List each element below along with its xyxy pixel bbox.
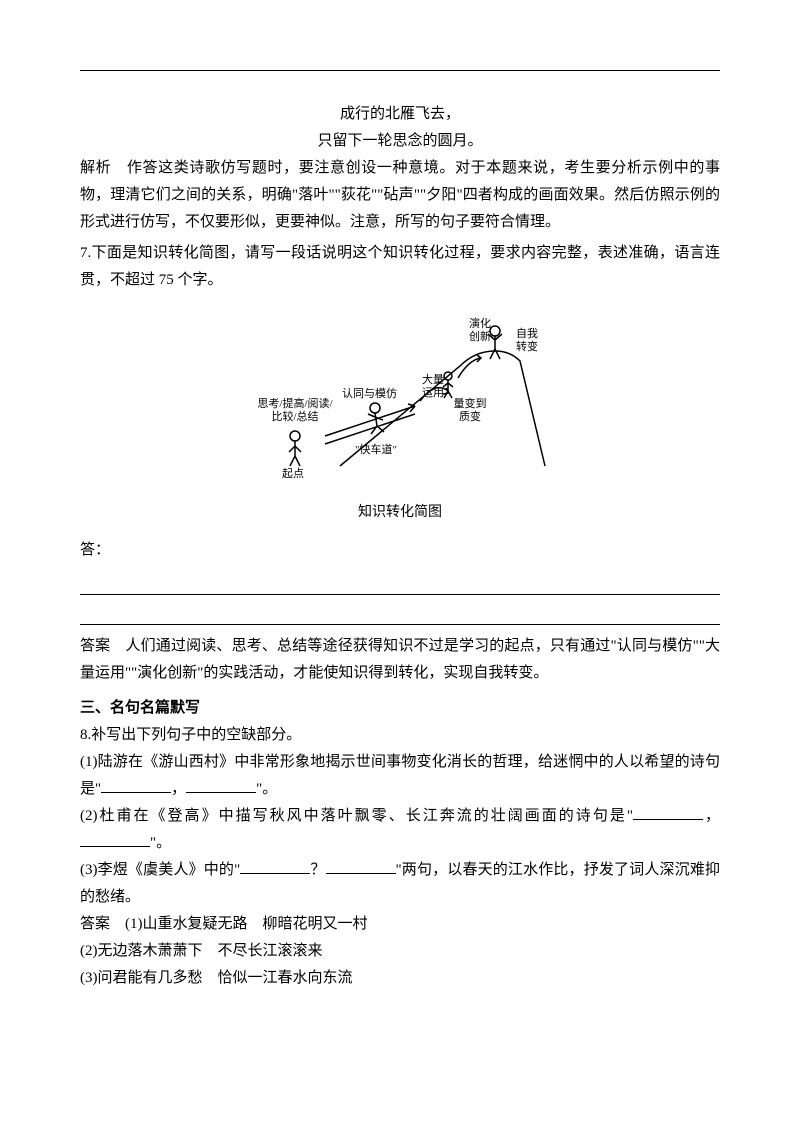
- q7-answer-text: 人们通过阅读、思考、总结等途径获得知识不过是学习的起点，只有通过"认同与模仿""…: [80, 638, 720, 681]
- label-change: 量变到 质变: [450, 398, 490, 424]
- label-think: 思考/提高/阅读/ 比较/总结: [255, 398, 335, 424]
- label-massive: 大量 运用: [418, 374, 448, 400]
- q8-2-pre: (2)杜甫在《登高》中描写秋风中落叶飘零、长江奔流的壮阔画面的诗句是": [80, 808, 633, 824]
- blank-field[interactable]: [186, 777, 256, 794]
- section-3-title: 三、名句名篇默写: [80, 695, 720, 722]
- label-fastlane: "快车道": [355, 444, 397, 457]
- blank-field[interactable]: [633, 804, 703, 821]
- q8-1-sep: ，: [171, 781, 186, 797]
- q8-a3: (3)问君能有几多愁 恰似一江春水向东流: [80, 965, 720, 992]
- answer-blank-line-1: [80, 572, 720, 595]
- q8-2-post: "。: [150, 835, 171, 851]
- blank-field[interactable]: [80, 831, 150, 848]
- q8-2-sep: ，: [703, 808, 720, 824]
- blank-field[interactable]: [101, 777, 171, 794]
- analysis-paragraph: 解析 作答这类诗歌仿写题时，要注意创设一种意境。对于本题来说，考生要分析示例中的…: [80, 155, 720, 236]
- knowledge-diagram: 思考/提高/阅读/ 比较/总结 起点 认同与模仿 "快车道" 大量 运用 量变到…: [240, 306, 560, 486]
- blank-field[interactable]: [240, 858, 310, 875]
- blank-field[interactable]: [326, 858, 396, 875]
- diagram-caption: 知识转化简图: [80, 500, 720, 525]
- q8-3-pre: (3)李煜《虞美人》中的": [80, 862, 240, 878]
- q8-1-post: "。: [256, 781, 277, 797]
- q8-answers: 答案 (1)山重水复疑无路 柳暗花明又一村: [80, 911, 720, 938]
- poem-line-2: 只留下一轮思念的圆月。: [80, 128, 720, 155]
- diagram-container: 思考/提高/阅读/ 比较/总结 起点 认同与模仿 "快车道" 大量 运用 量变到…: [80, 306, 720, 525]
- analysis-text: 作答这类诗歌仿写题时，要注意创设一种意境。对于本题来说，考生要分析示例中的事物，…: [80, 160, 720, 230]
- q8-3-sep: ？: [310, 862, 325, 878]
- q8-item-3: (3)李煜《虞美人》中的"？"两句，以春天的江水作比，抒发了词人深沉难抑的愁绪。: [80, 857, 720, 911]
- poem-line-1: 成行的北雁飞去，: [80, 101, 720, 128]
- q8-item-2: (2)杜甫在《登高》中描写秋风中落叶飘零、长江奔流的壮阔画面的诗句是" ， "。: [80, 803, 720, 857]
- page-top-rule: [80, 70, 720, 71]
- q8-item-1: (1)陆游在《游山西村》中非常形象地揭示世间事物变化消长的哲理，给迷惘中的人以希…: [80, 749, 720, 803]
- q8-a2: (2)无边落木萧萧下 不尽长江滚滚来: [80, 938, 720, 965]
- label-identify: 认同与模仿: [342, 388, 397, 401]
- label-innovate: 演化 创新: [465, 318, 495, 344]
- q7-stem: 7.下面是知识转化简图，请写一段话说明这个知识转化过程，要求内容完整，表述准确，…: [80, 240, 720, 294]
- q7-answer-label: 答：: [80, 537, 720, 564]
- q8-answer-label: 答案: [80, 916, 125, 932]
- label-self: 自我 转变: [512, 328, 542, 354]
- answer-blank-line-2: [80, 603, 720, 626]
- q8-a1: (1)山重水复疑无路 柳暗花明又一村: [125, 916, 368, 932]
- answer-key-label: 答案: [80, 638, 125, 654]
- q8-stem: 8.补写出下列句子中的空缺部分。: [80, 722, 720, 749]
- analysis-label: 解析: [80, 160, 127, 176]
- q7-answer-key: 答案 人们通过阅读、思考、总结等途径获得知识不过是学习的起点，只有通过"认同与模…: [80, 633, 720, 687]
- label-start: 起点: [282, 468, 304, 481]
